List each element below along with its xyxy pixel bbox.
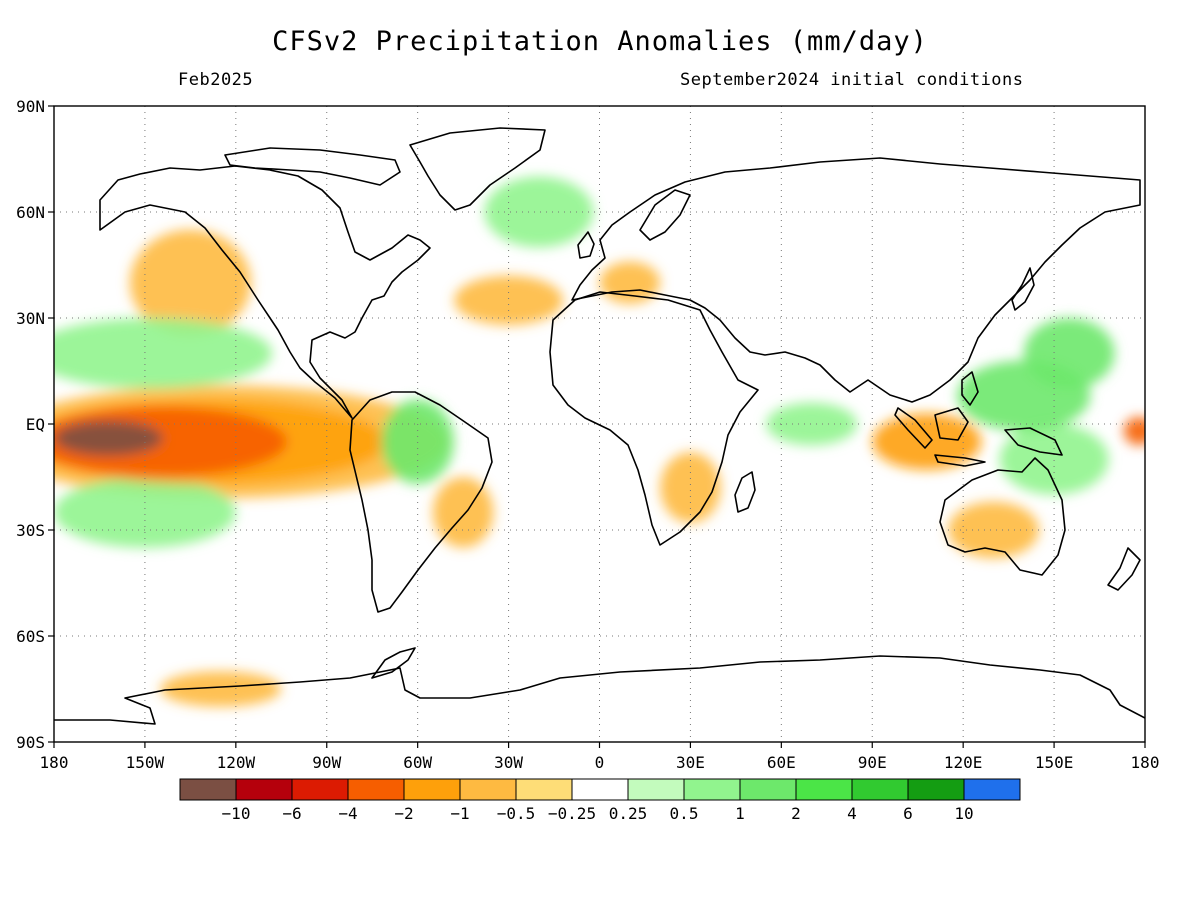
japan-coast [1011, 267, 1035, 311]
lon-tick-label: 120W [217, 753, 256, 772]
africa-coast [549, 291, 759, 546]
coastlines [54, 127, 1145, 725]
colorbar [179, 778, 1021, 801]
new-zealand-coast [1107, 547, 1141, 591]
colorbar-label: −6 [282, 804, 301, 823]
south-america-coast [349, 391, 493, 613]
lon-tick-label: 60E [767, 753, 796, 772]
anomaly-region [766, 402, 858, 446]
valid-month-label: Feb2025 [178, 70, 254, 90]
anomaly-region [1023, 318, 1115, 389]
longitude-tick-labels: 180 150W 120W 90W 60W 30W 0 30E 60E 90E 120E 150E 18… [40, 753, 1160, 772]
australia-coast [939, 457, 1066, 576]
lon-tick-label: 30W [494, 753, 523, 772]
colorbar-bin [515, 778, 573, 801]
north-america-coast [99, 165, 431, 419]
lon-tick-label: 90W [312, 753, 341, 772]
anomaly-region [381, 399, 455, 485]
colorbar-label: −0.25 [548, 804, 596, 823]
colorbar-bin [627, 778, 685, 801]
lon-tick-label: 120E [944, 753, 983, 772]
anomaly-region [999, 424, 1109, 495]
anomaly-region [54, 318, 273, 389]
colorbar-label: 10 [954, 804, 973, 823]
lat-tick-label: 30S [16, 521, 45, 540]
lon-tick-label: 60W [403, 753, 432, 772]
anomaly-region [432, 476, 494, 548]
colorbar-label: −4 [338, 804, 357, 823]
lon-tick-label: 180 [1131, 753, 1160, 772]
java-coast [934, 454, 986, 467]
colorbar-bin [851, 778, 909, 801]
anomaly-region [660, 452, 721, 523]
lat-tick-label: 90N [16, 97, 45, 116]
colorbar-label: −0.5 [497, 804, 536, 823]
antarctic-peninsula-coast [371, 647, 416, 679]
colorbar-bin [739, 778, 797, 801]
colorbar-bin [963, 778, 1021, 801]
colorbar-bin [235, 778, 293, 801]
colorbar-bin [403, 778, 461, 801]
colorbar-label: 6 [903, 804, 913, 823]
colorbar-bin [571, 778, 629, 801]
colorbar-label: −1 [450, 804, 469, 823]
scandinavia-coast [639, 189, 691, 241]
colorbar-bin [179, 778, 237, 801]
lat-tick-label: EQ [26, 415, 45, 434]
lat-tick-label: 60S [16, 627, 45, 646]
lat-tick-label: 90S [16, 733, 45, 752]
madagascar-coast [734, 471, 756, 513]
anomaly-region [484, 176, 594, 248]
anomaly-region [54, 420, 164, 456]
colorbar-label: −2 [394, 804, 413, 823]
sumatra-coast [894, 407, 933, 449]
lon-tick-label: 0 [595, 753, 605, 772]
anomaly-region [1123, 416, 1145, 446]
colorbar-bin [291, 778, 349, 801]
philippines-coast [961, 371, 979, 406]
lat-tick-label: 60N [16, 203, 45, 222]
antarctica-coast [54, 655, 1145, 725]
lon-tick-label: 150E [1035, 753, 1074, 772]
colorbar-label: 4 [847, 804, 857, 823]
new-guinea-coast [1004, 427, 1063, 456]
colorbar-label: −10 [222, 804, 251, 823]
initial-conditions-label: September2024 initial conditions [680, 70, 1024, 90]
lon-tick-label: 30E [676, 753, 705, 772]
colorbar-label: 2 [791, 804, 801, 823]
graticule [54, 106, 1145, 742]
arctic-islands-coast [224, 147, 401, 186]
colorbar-labels: −10 −6 −4 −2 −1 −0.5 −0.25 0.25 0.5 1 2 4 6 10 [222, 804, 974, 823]
eurasia-coast [571, 157, 1141, 403]
latitude-tick-labels: 90N 60N 30N EQ 30S 60S 90S [16, 97, 45, 752]
colorbar-label: 0.5 [670, 804, 699, 823]
lat-tick-label: 30N [16, 309, 45, 328]
colorbar-label: 1 [735, 804, 745, 823]
anomaly-region [872, 413, 982, 470]
axis-ticks [48, 105, 1146, 748]
map-title: CFSv2 Precipitation Anomalies (mm/day) [272, 26, 928, 57]
anomaly-region [54, 476, 236, 548]
anomaly-region [129, 229, 251, 336]
anomaly-region [454, 275, 564, 326]
colorbar-bin [347, 778, 405, 801]
lon-tick-label: 150W [126, 753, 165, 772]
lon-tick-label: 180 [40, 753, 69, 772]
greenland-coast [409, 127, 546, 211]
lon-tick-label: 90E [858, 753, 887, 772]
borneo-coast [934, 407, 969, 441]
colorbar-bin [459, 778, 517, 801]
colorbar-bin [683, 778, 741, 801]
colorbar-bin [907, 778, 965, 801]
colorbar-bin [795, 778, 853, 801]
british-isles-coast [577, 231, 595, 259]
anomaly-region [948, 501, 1039, 559]
colorbar-label: 0.25 [609, 804, 648, 823]
anomaly-region [160, 671, 282, 707]
